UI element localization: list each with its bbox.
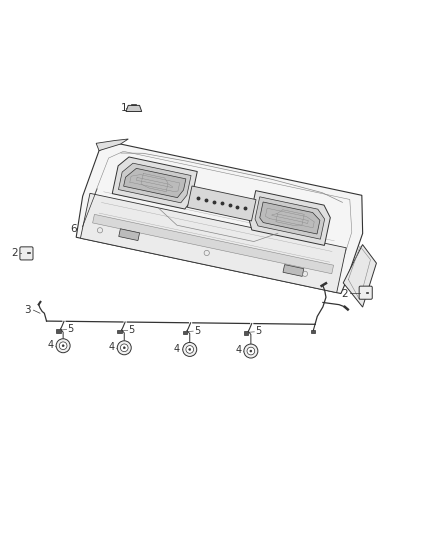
Text: 5: 5 bbox=[129, 325, 135, 335]
Text: 5: 5 bbox=[255, 326, 261, 336]
Circle shape bbox=[186, 345, 194, 353]
Polygon shape bbox=[96, 139, 128, 151]
FancyBboxPatch shape bbox=[117, 330, 122, 333]
Circle shape bbox=[56, 339, 70, 353]
Circle shape bbox=[117, 341, 131, 355]
Polygon shape bbox=[92, 214, 334, 274]
Polygon shape bbox=[112, 157, 197, 209]
Circle shape bbox=[120, 344, 128, 352]
Polygon shape bbox=[260, 202, 320, 234]
Circle shape bbox=[59, 342, 67, 350]
Text: 6: 6 bbox=[71, 224, 77, 235]
Text: 4: 4 bbox=[109, 342, 115, 352]
Text: 4: 4 bbox=[47, 340, 53, 350]
Polygon shape bbox=[255, 197, 325, 239]
Polygon shape bbox=[76, 143, 363, 294]
Text: 3: 3 bbox=[25, 305, 31, 315]
FancyBboxPatch shape bbox=[311, 330, 315, 333]
FancyBboxPatch shape bbox=[56, 329, 60, 333]
Polygon shape bbox=[343, 245, 376, 307]
Circle shape bbox=[247, 347, 255, 355]
Polygon shape bbox=[283, 264, 304, 277]
FancyBboxPatch shape bbox=[244, 332, 248, 335]
Text: 2: 2 bbox=[11, 248, 18, 259]
FancyBboxPatch shape bbox=[359, 286, 372, 299]
FancyBboxPatch shape bbox=[183, 330, 187, 334]
Text: 2: 2 bbox=[341, 288, 348, 298]
Polygon shape bbox=[124, 168, 186, 198]
Text: 4: 4 bbox=[174, 344, 180, 353]
Text: 5: 5 bbox=[194, 326, 200, 336]
Polygon shape bbox=[118, 163, 191, 203]
Circle shape bbox=[62, 345, 64, 347]
Polygon shape bbox=[187, 186, 256, 221]
Text: 4: 4 bbox=[235, 345, 241, 355]
Circle shape bbox=[189, 349, 191, 351]
Circle shape bbox=[250, 350, 252, 352]
Text: 1: 1 bbox=[121, 103, 127, 114]
Circle shape bbox=[183, 343, 197, 357]
Polygon shape bbox=[126, 106, 142, 111]
Polygon shape bbox=[81, 193, 346, 293]
Polygon shape bbox=[249, 191, 330, 245]
Polygon shape bbox=[119, 229, 140, 240]
Circle shape bbox=[244, 344, 258, 358]
Circle shape bbox=[123, 347, 125, 349]
Text: 5: 5 bbox=[67, 324, 74, 334]
FancyBboxPatch shape bbox=[20, 247, 33, 260]
